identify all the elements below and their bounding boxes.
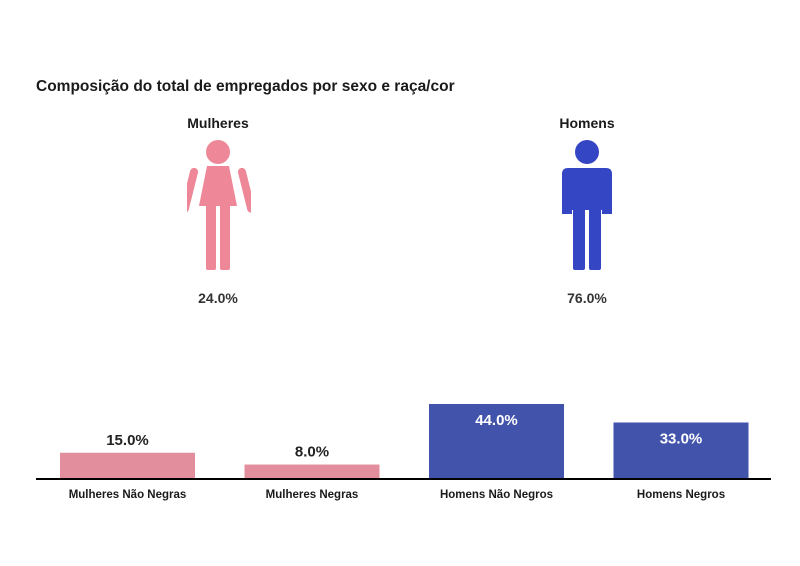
bar-2 xyxy=(244,464,380,478)
women-label: Mulheres xyxy=(187,115,249,131)
category-label-3: Homens Não Negros xyxy=(440,489,553,501)
women-percentage: 24.0% xyxy=(198,290,238,306)
category-label-4: Homens Negros xyxy=(637,489,725,501)
bar-value-label-1: 15.0% xyxy=(106,432,149,449)
category-label-2: Mulheres Negras xyxy=(266,489,359,501)
chart-title: Composição do total de empregados por se… xyxy=(36,78,455,95)
bar-3 xyxy=(429,404,564,478)
category-label-1: Mulheres Não Negras xyxy=(69,489,187,501)
bar-4 xyxy=(613,422,749,478)
bar-value-label-3: 44.0% xyxy=(475,412,518,429)
men-percentage: 76.0% xyxy=(567,290,607,306)
female-person-icon xyxy=(187,140,251,270)
male-person-icon xyxy=(562,140,612,270)
bar-value-label-2: 8.0% xyxy=(295,444,329,461)
men-label: Homens xyxy=(559,115,615,131)
bar-value-label-4: 33.0% xyxy=(660,431,703,448)
bar-1 xyxy=(60,452,195,478)
